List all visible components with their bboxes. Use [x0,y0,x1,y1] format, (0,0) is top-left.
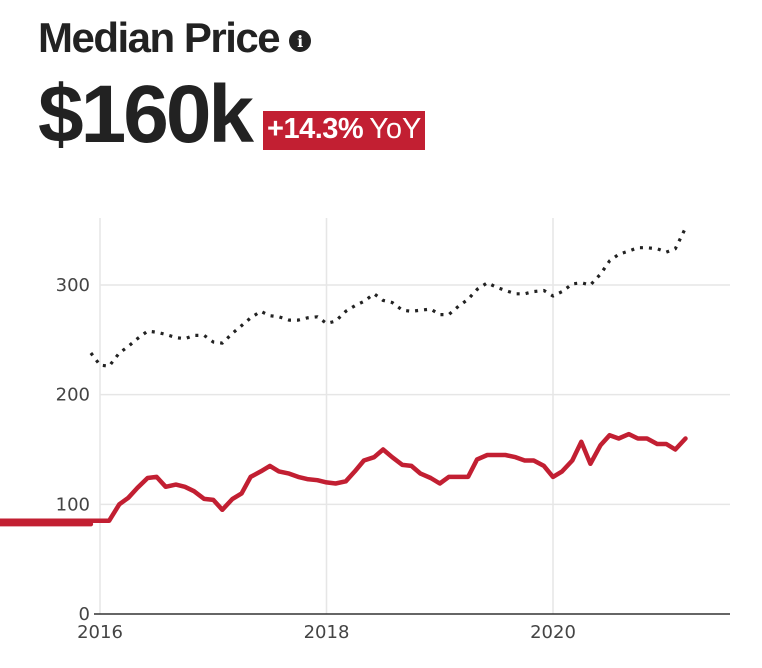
comparison-series-line [89,227,687,368]
median-price-value: $160k [38,69,254,160]
change-value: +14.3% [267,113,364,146]
y-tick-label-300: 300 [56,275,90,296]
y-tick-label-100: 100 [56,494,90,515]
chart-grid [99,218,730,614]
chart-axes: 0 100 200 300 2016 2018 2020 [56,275,730,643]
change-period: YoY [369,113,422,146]
change-badge: +14.3% YoY [263,111,426,150]
x-tick-label-2018: 2018 [304,622,350,643]
value-row: $160k +14.3% YoY [38,69,426,160]
header: Median Price i $160k +14.3% YoY [38,10,426,160]
chart-series [0,227,688,527]
median-price-series-line [0,431,688,527]
y-tick-label-200: 200 [56,385,90,406]
x-tick-label-2016: 2016 [77,622,123,643]
page-title: Median Price [38,14,281,61]
title-row: Median Price i [38,10,425,66]
x-tick-label-2020: 2020 [530,622,576,643]
y-tick-label-0: 0 [79,604,90,625]
info-icon[interactable]: i [289,30,312,52]
